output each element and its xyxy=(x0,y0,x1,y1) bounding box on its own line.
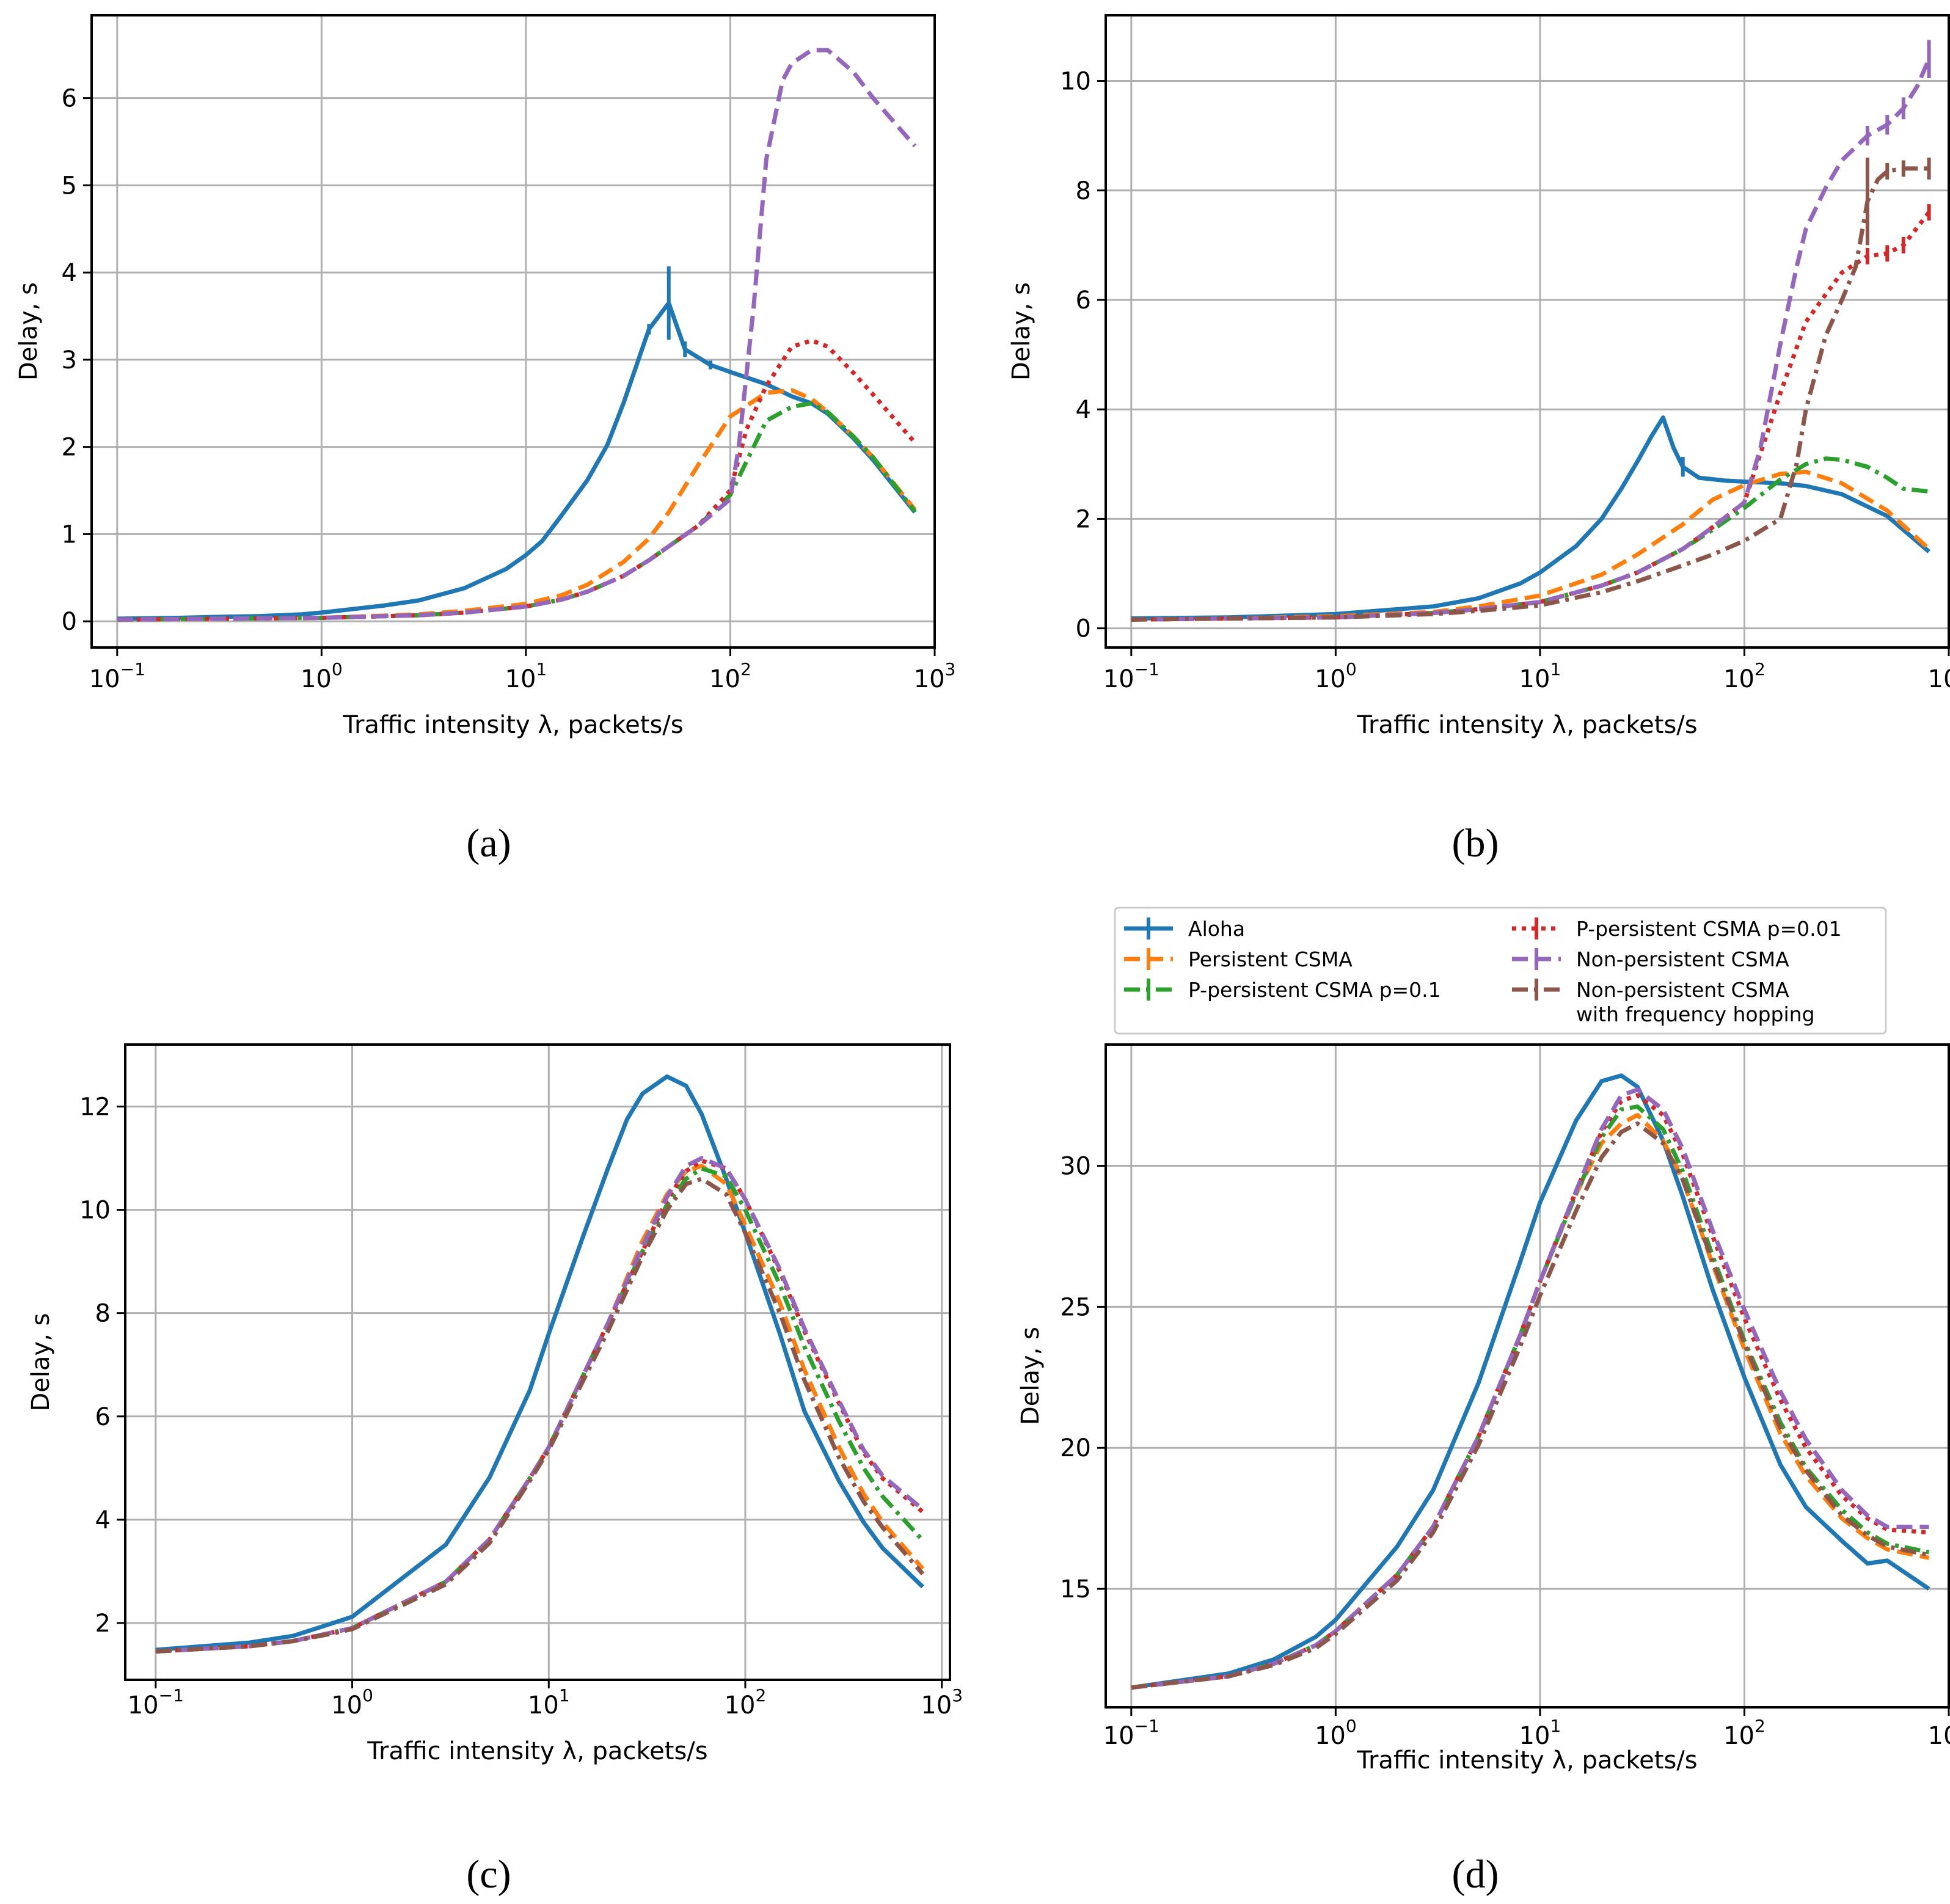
x-tick-label: 103 xyxy=(1928,659,1950,693)
y-tick-label: 0 xyxy=(1076,615,1091,643)
y-tick-label: 15 xyxy=(1060,1575,1091,1603)
y-tick-label: 8 xyxy=(95,1300,111,1328)
series-line-hopping xyxy=(1131,1121,1930,1690)
y-tick-label: 2 xyxy=(1076,505,1091,533)
y-tick-label: 2 xyxy=(95,1610,111,1638)
x-tick-label: 10−1 xyxy=(89,659,145,693)
x-tick-label: 10−1 xyxy=(128,1685,184,1720)
y-tick-label: 10 xyxy=(1060,68,1091,96)
x-axis-label: Traffic intensity λ, packets/s xyxy=(1356,1746,1697,1775)
caption-a: (a) xyxy=(466,821,511,866)
axes-frame xyxy=(1105,14,1950,649)
x-tick-label: 100 xyxy=(301,659,343,693)
y-tick-label: 8 xyxy=(1076,177,1091,205)
caption-b: (b) xyxy=(1452,821,1499,866)
x-tick-label: 100 xyxy=(331,1685,373,1720)
y-tick-label: 6 xyxy=(1076,286,1091,315)
panel-d: 10−1 100 101 102 103 15 20 25 30 Traffic intensit… xyxy=(1017,1043,1950,1775)
y-tick-label: 4 xyxy=(95,1506,111,1534)
y-tick-label: 5 xyxy=(62,172,77,200)
y-tick-label: 0 xyxy=(62,608,77,636)
panel-a: 10−1 100 101 102 103 0 1 2 3 4 5 6 Traffic intensity… xyxy=(15,14,956,739)
series-line-p001 xyxy=(1131,211,1931,622)
legend-label-hopping: with frequency hopping xyxy=(1576,1002,1815,1026)
series-line-aloha xyxy=(1131,1073,1930,1690)
axes-frame xyxy=(90,14,936,649)
x-axis-label: Traffic intensity λ, packets/s xyxy=(1356,711,1697,739)
y-tick-label: 1 xyxy=(62,520,77,549)
series-line-p01 xyxy=(1131,456,1929,622)
x-tick-label: 102 xyxy=(709,659,751,693)
series-line-nonpersistent xyxy=(1131,1087,1929,1690)
panel-c: 10−1 100 101 102 103 2 4 6 8 10 12 Traffic intensit… xyxy=(27,1043,963,1765)
x-axis-label: Traffic intensity λ, packets/s xyxy=(342,711,683,739)
x-tick-label: 100 xyxy=(1315,1716,1357,1750)
legend-label-hopping: Non-persistent CSMA xyxy=(1576,978,1789,1002)
legend-label-p001: P-persistent CSMA p=0.01 xyxy=(1576,917,1842,941)
y-axis-label: Delay, s xyxy=(27,1313,55,1412)
y-axis-label: Delay, s xyxy=(15,282,43,381)
legend-box xyxy=(1114,906,1887,1035)
x-tick-label: 103 xyxy=(921,1685,963,1720)
y-tick-label: 3 xyxy=(62,346,77,374)
y-axis-label: Delay, s xyxy=(1017,1327,1045,1425)
legend: Aloha Persistent CSMA P-persistent CSMA p=… xyxy=(1114,906,1887,1035)
x-tick-label: 102 xyxy=(725,1685,767,1720)
x-tick-label: 100 xyxy=(1315,659,1357,693)
x-tick-label: 101 xyxy=(1519,1716,1561,1750)
axes-frame xyxy=(124,1043,951,1681)
y-tick-label: 25 xyxy=(1060,1293,1091,1321)
x-tick-label: 101 xyxy=(1519,659,1561,693)
series-line-aloha xyxy=(117,301,917,621)
x-tick-label: 101 xyxy=(528,1685,570,1720)
x-tick-label: 103 xyxy=(1928,1716,1950,1750)
y-tick-label: 2 xyxy=(62,434,77,462)
y-tick-label: 30 xyxy=(1060,1153,1091,1181)
series-line-aloha xyxy=(155,1074,924,1652)
y-tick-label: 12 xyxy=(79,1093,111,1121)
x-axis-label: Traffic intensity λ, packets/s xyxy=(367,1737,707,1765)
axes-frame xyxy=(1105,1043,1950,1709)
x-tick-label: 102 xyxy=(1723,1716,1766,1750)
series-line-nonpersistent xyxy=(117,48,917,622)
y-tick-label: 20 xyxy=(1060,1434,1091,1462)
y-axis-label: Delay, s xyxy=(1007,282,1035,381)
legend-label-aloha: Aloha xyxy=(1188,917,1245,941)
caption-c: (c) xyxy=(466,1852,511,1897)
series-line-hopping xyxy=(1131,166,1929,622)
y-tick-label: 6 xyxy=(95,1403,111,1431)
x-tick-label: 10−1 xyxy=(1103,659,1159,693)
legend-label-nonpersistent: Non-persistent CSMA xyxy=(1576,947,1789,971)
legend-label-persistent: Persistent CSMA xyxy=(1188,947,1353,971)
y-tick-label: 6 xyxy=(62,85,77,113)
series-line-hopping xyxy=(155,1176,925,1654)
y-tick-label: 4 xyxy=(1076,396,1091,424)
y-tick-label: 4 xyxy=(62,259,77,287)
caption-d: (d) xyxy=(1452,1852,1499,1897)
x-tick-label: 10−1 xyxy=(1103,1716,1159,1750)
series-line-persistent xyxy=(1131,469,1930,622)
x-tick-label: 103 xyxy=(914,659,956,693)
legend-label-p01: P-persistent CSMA p=0.1 xyxy=(1188,978,1441,1002)
x-tick-label: 101 xyxy=(505,659,547,693)
panel-b: 10−1 100 101 102 103 0 2 4 6 8 10 Traffic intensity… xyxy=(1007,14,1950,739)
x-tick-label: 102 xyxy=(1723,659,1766,693)
y-tick-label: 10 xyxy=(79,1197,111,1225)
